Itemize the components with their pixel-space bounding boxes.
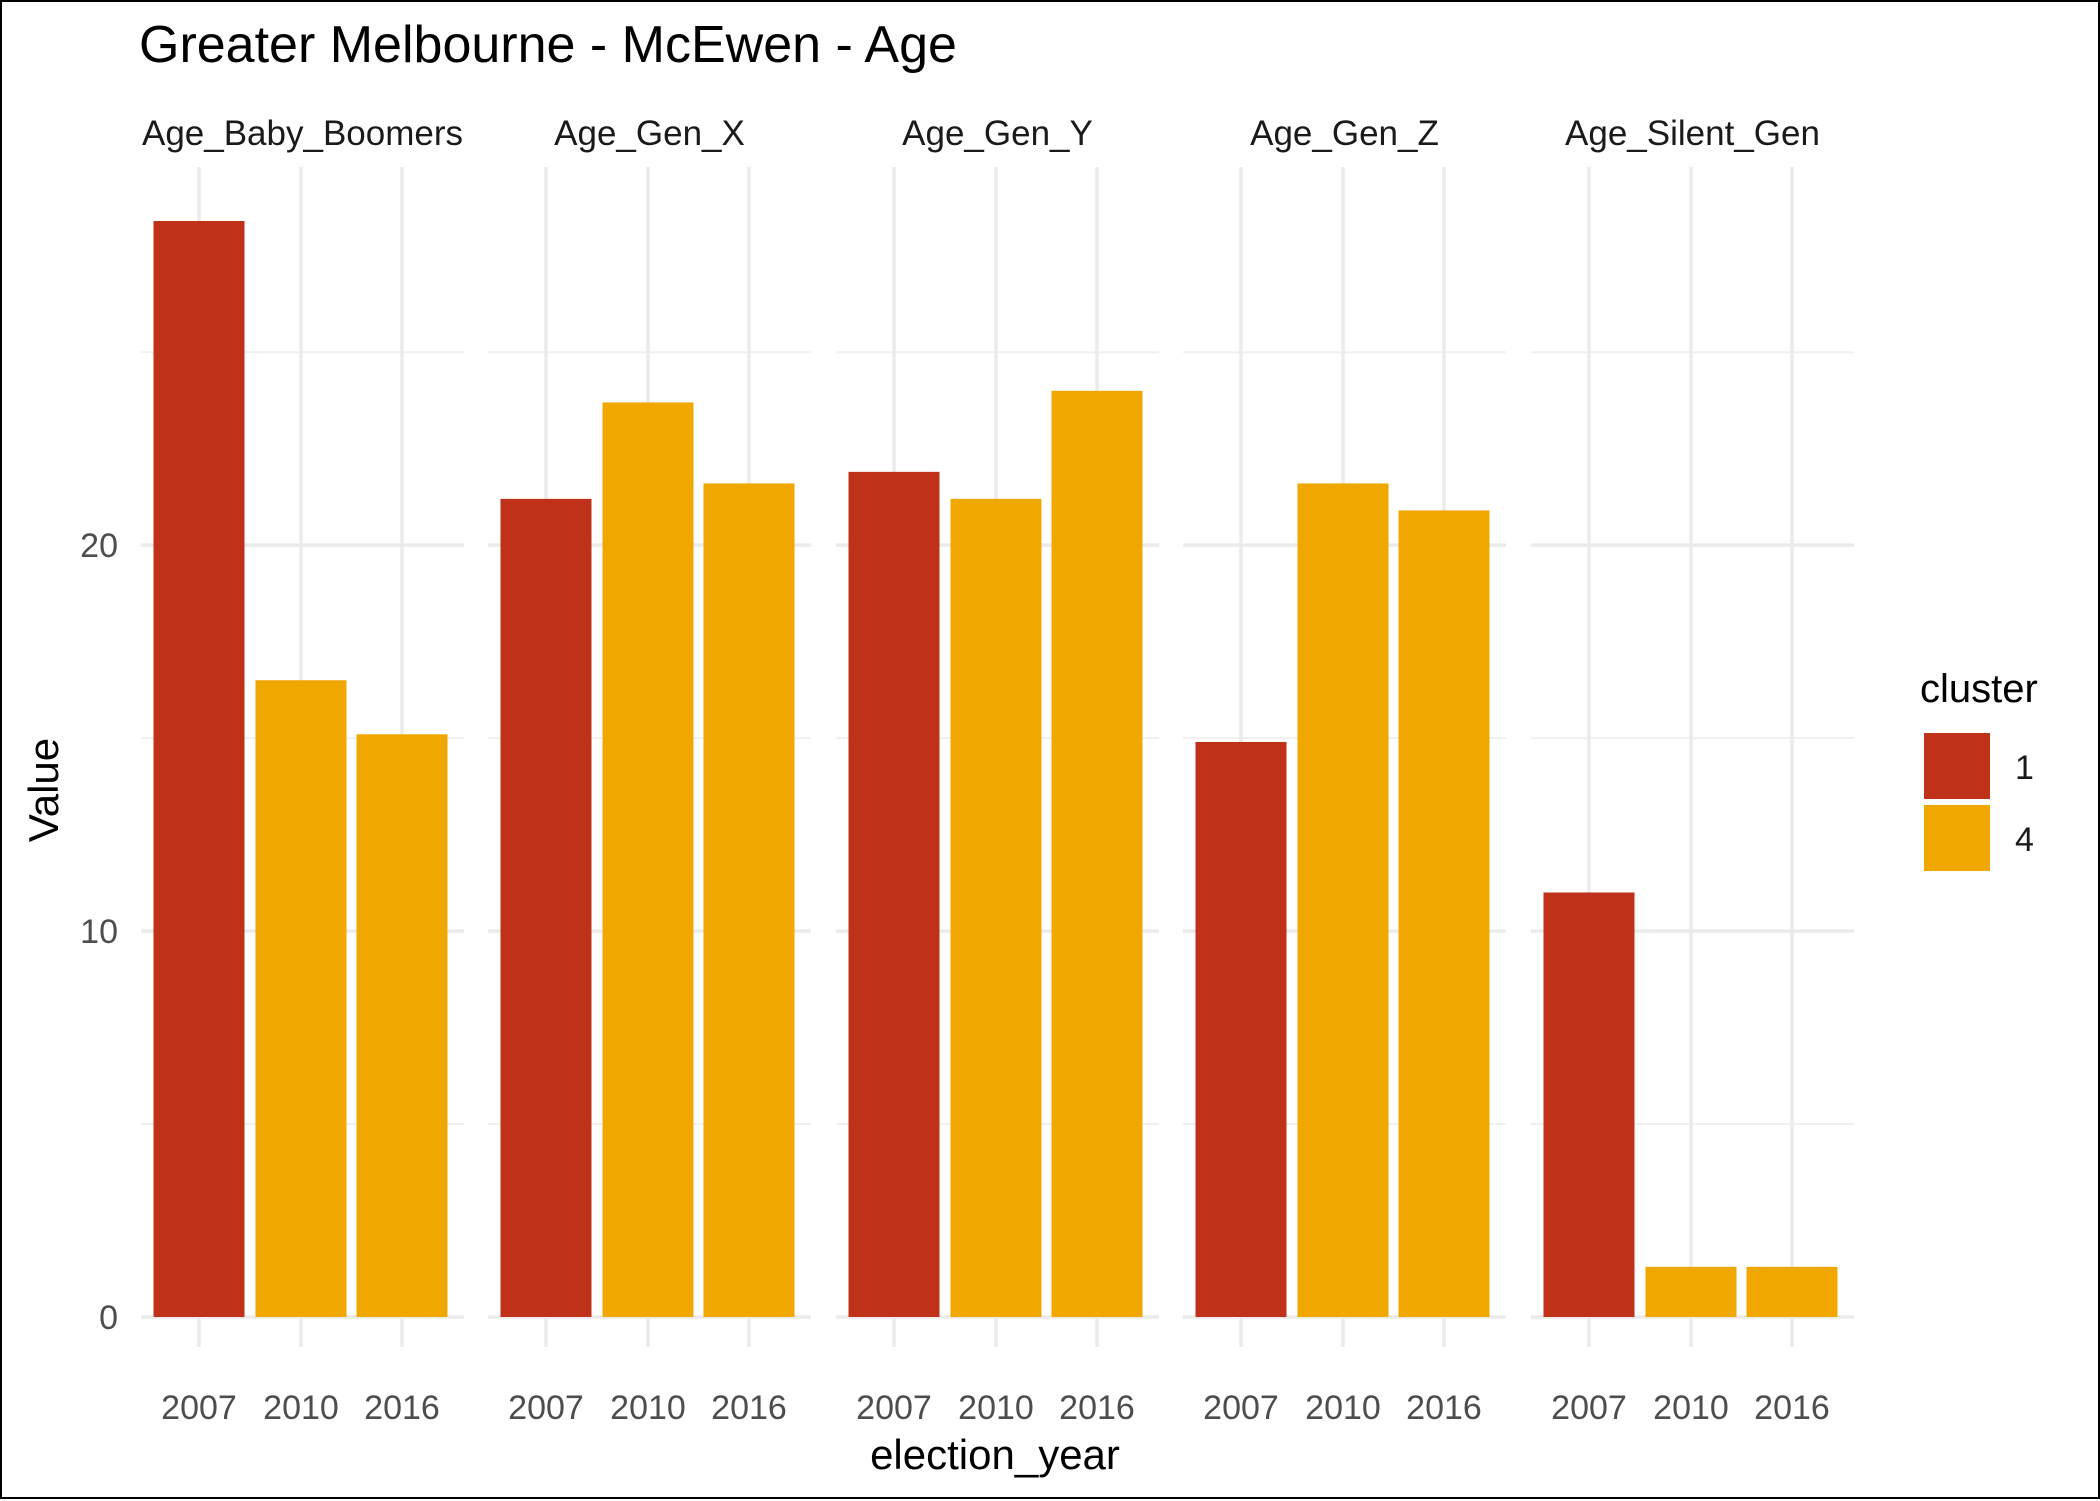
x-tick-label: 2010 bbox=[958, 1389, 1034, 1427]
bar bbox=[703, 483, 795, 1317]
x-tick-label: 2016 bbox=[1754, 1389, 1830, 1427]
bar bbox=[950, 498, 1042, 1318]
x-tick-label: 2010 bbox=[610, 1389, 686, 1427]
x-tick-label: 2007 bbox=[508, 1389, 584, 1427]
legend-entries: 14 bbox=[1924, 733, 2034, 871]
legend-label: 4 bbox=[2015, 821, 2034, 859]
legend-title: cluster bbox=[1920, 667, 2038, 711]
x-tick-label: 2007 bbox=[1203, 1389, 1279, 1427]
bar-layer bbox=[153, 221, 1838, 1318]
facet-label: Age_Gen_Z bbox=[1250, 114, 1439, 153]
facet-label: Age_Gen_X bbox=[554, 114, 745, 153]
bar bbox=[1398, 510, 1490, 1317]
bar bbox=[356, 734, 448, 1317]
facet-label: Age_Baby_Boomers bbox=[142, 114, 463, 153]
facet-label: Age_Gen_Y bbox=[902, 114, 1093, 153]
legend: cluster 14 bbox=[1920, 667, 2038, 871]
facet-label: Age_Silent_Gen bbox=[1565, 114, 1820, 153]
x-tick-label: 2016 bbox=[711, 1389, 787, 1427]
x-axis-ticks: 2007 2010 2016 2007 2010 2016 2007 2010 2016 2007… bbox=[161, 1389, 1830, 1427]
y-axis-ticks: 0 10 20 bbox=[80, 527, 118, 1337]
bar bbox=[1195, 741, 1287, 1317]
facet-strips: Age_Baby_Boomers Age_Gen_X Age_Gen_Y Age_Ge… bbox=[142, 114, 1820, 153]
x-tick-label: 2016 bbox=[1406, 1389, 1482, 1427]
bar bbox=[602, 402, 694, 1318]
y-tick-label: 20 bbox=[80, 527, 118, 565]
bar bbox=[1297, 483, 1389, 1317]
x-tick-label: 2016 bbox=[1059, 1389, 1135, 1427]
y-axis-title: Value bbox=[20, 738, 67, 842]
y-tick-label: 10 bbox=[80, 913, 118, 951]
bar bbox=[1543, 892, 1635, 1317]
bar bbox=[1051, 390, 1143, 1317]
x-tick-label: 2010 bbox=[1305, 1389, 1381, 1427]
bar bbox=[255, 680, 347, 1317]
legend-swatch bbox=[1924, 805, 1990, 871]
legend-swatch bbox=[1924, 733, 1990, 799]
x-tick-label: 2016 bbox=[364, 1389, 440, 1427]
bar bbox=[1746, 1266, 1838, 1317]
bar bbox=[848, 471, 940, 1317]
bar bbox=[500, 498, 592, 1318]
bar bbox=[1645, 1266, 1737, 1317]
x-axis-title: election_year bbox=[870, 1431, 1120, 1478]
x-tick-label: 2010 bbox=[263, 1389, 339, 1427]
bar bbox=[153, 221, 245, 1317]
x-tick-label: 2007 bbox=[161, 1389, 237, 1427]
chart-title: Greater Melbourne - McEwen - Age bbox=[139, 16, 957, 74]
x-tick-label: 2007 bbox=[856, 1389, 932, 1427]
legend-label: 1 bbox=[2015, 749, 2034, 787]
x-tick-label: 2010 bbox=[1653, 1389, 1729, 1427]
y-tick-label: 0 bbox=[99, 1299, 118, 1337]
x-tick-label: 2007 bbox=[1551, 1389, 1627, 1427]
